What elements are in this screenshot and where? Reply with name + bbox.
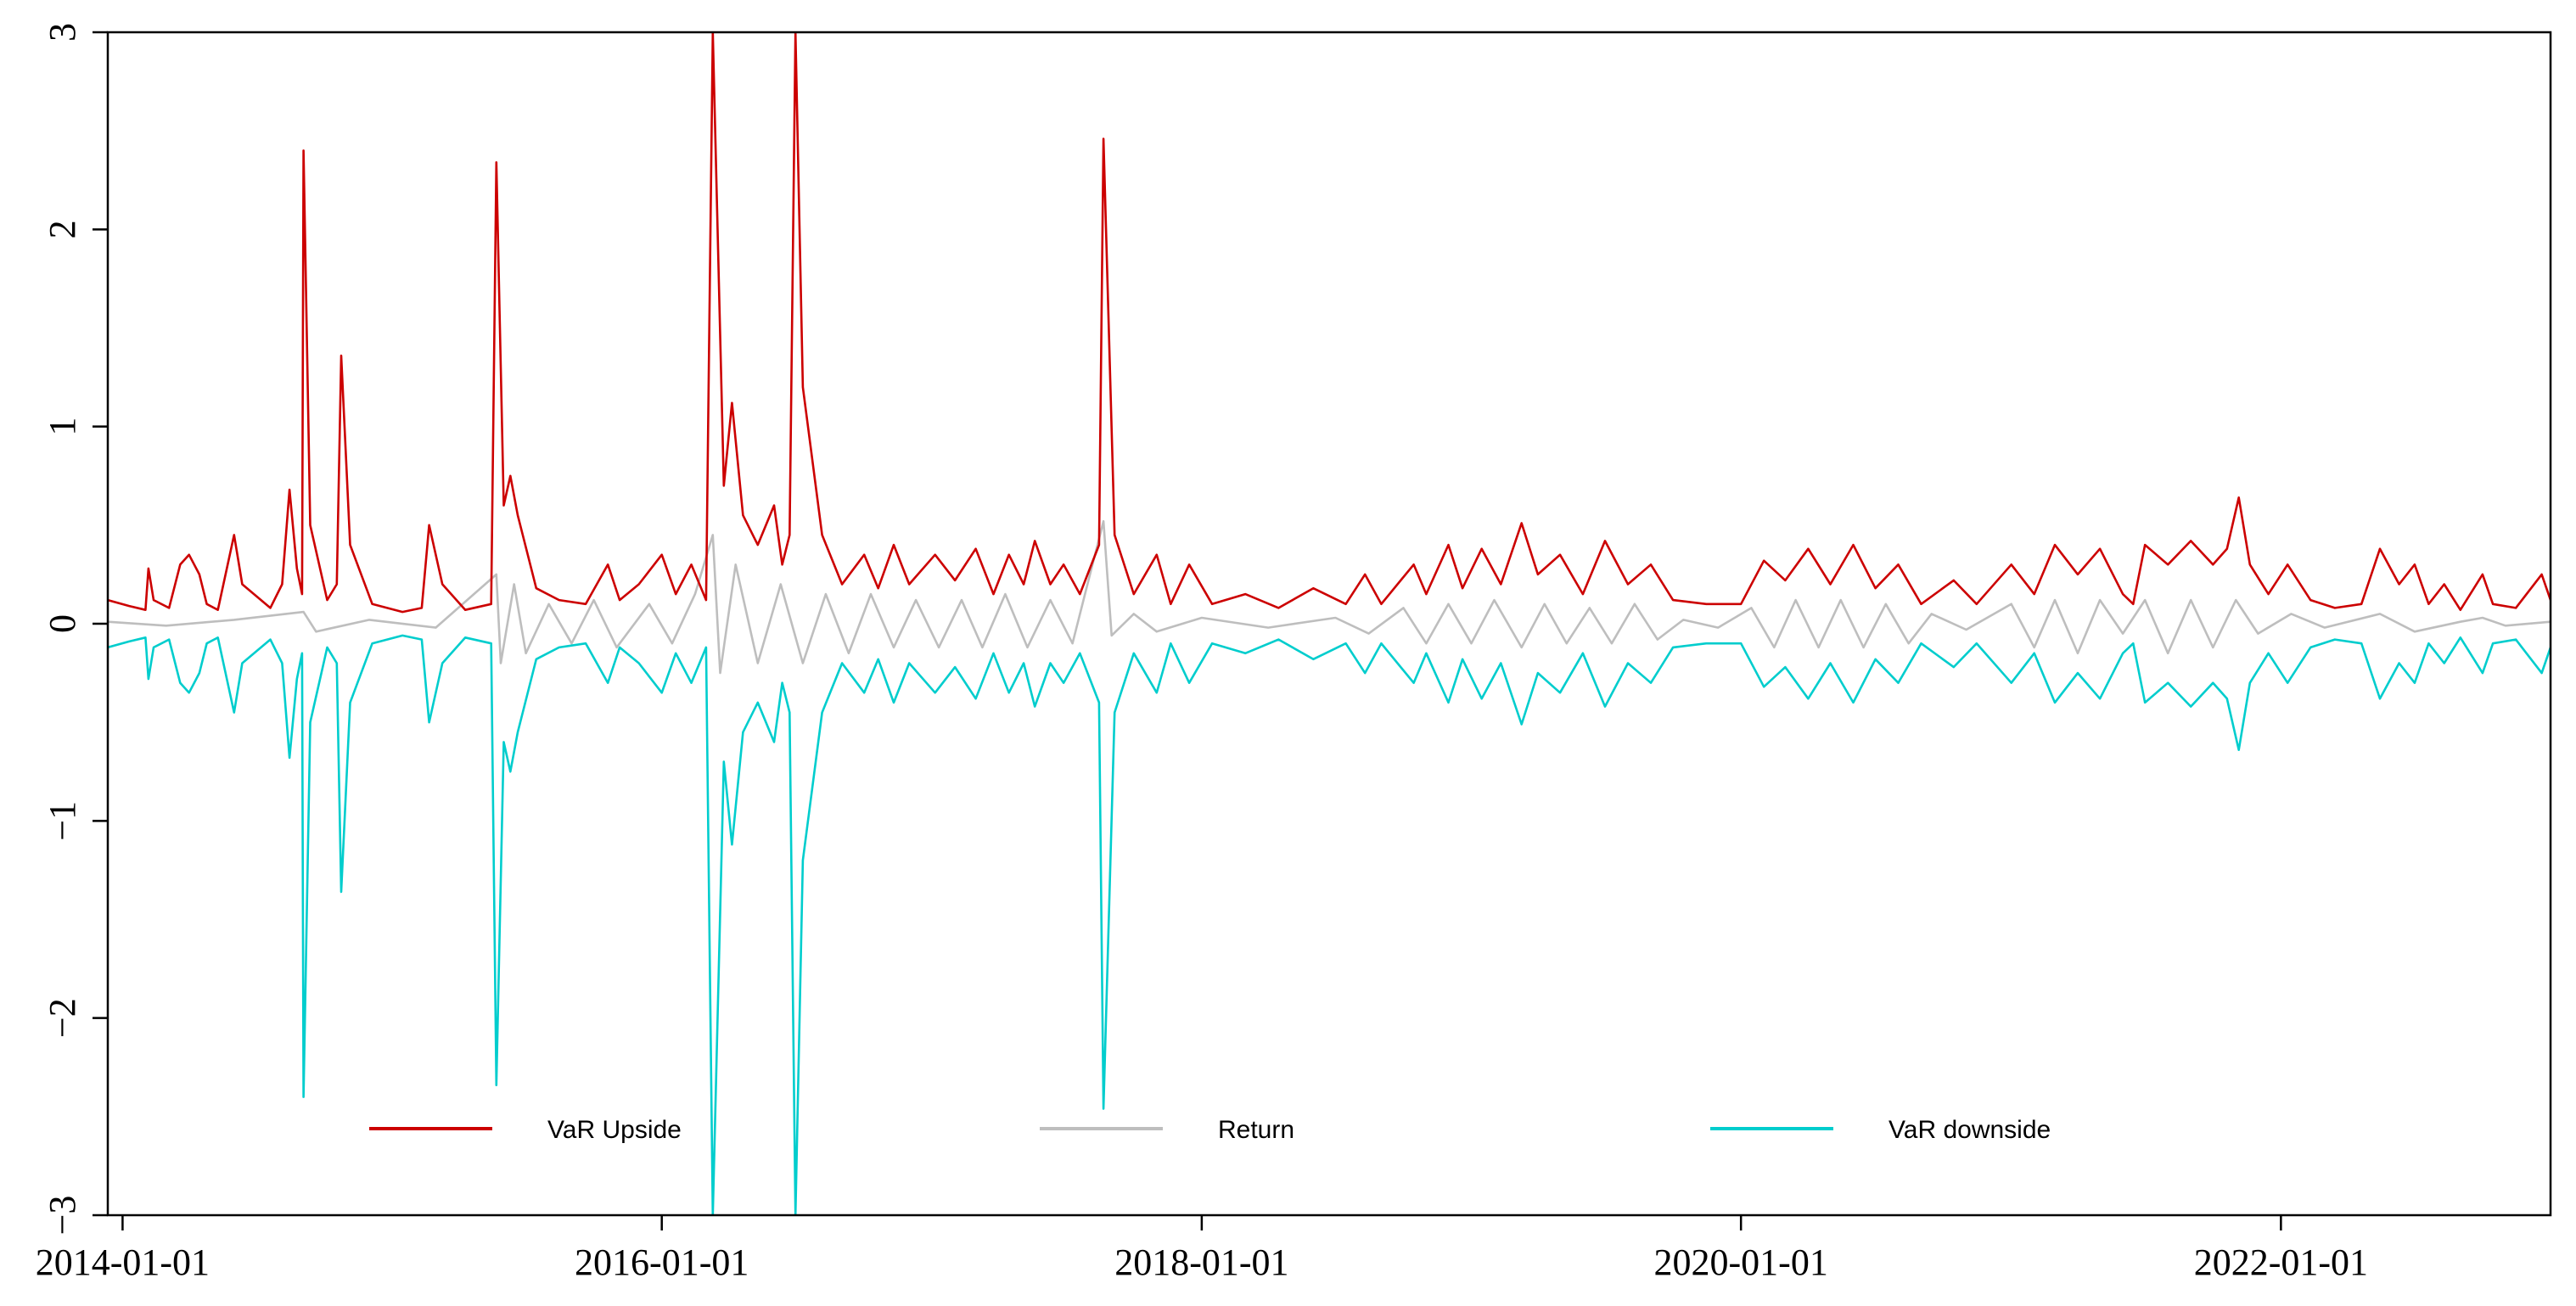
legend-item: VaR downside bbox=[1710, 1116, 2051, 1144]
series-line-downside bbox=[108, 634, 2551, 1215]
legend-label: Return bbox=[1218, 1116, 1294, 1144]
legend-label: VaR Upside bbox=[547, 1116, 682, 1144]
legend: VaR Upside Return VaR downside bbox=[369, 1116, 2051, 1144]
x-tick-label: 2016-01-01 bbox=[575, 1242, 749, 1283]
plot-frame bbox=[106, 31, 2552, 1217]
y-tick-label: −3 bbox=[42, 1196, 83, 1236]
y-tick-label: 1 bbox=[42, 418, 83, 436]
legend-item: Return bbox=[1040, 1116, 1294, 1144]
y-tick-label: 0 bbox=[42, 614, 83, 633]
y-tick-label: 3 bbox=[42, 23, 83, 42]
series-layer bbox=[108, 32, 2551, 1215]
y-axis: −3 −2 −1 0 1 2 3 bbox=[42, 23, 108, 1235]
y-tick-label: −1 bbox=[42, 801, 83, 841]
legend-label: VaR downside bbox=[1889, 1116, 2051, 1144]
x-tick-label: 2018-01-01 bbox=[1114, 1242, 1288, 1283]
series-line-return bbox=[108, 519, 2551, 675]
x-axis: 2014-01-01 2016-01-01 2018-01-01 2020-01-01… bbox=[36, 1215, 2368, 1283]
legend-item: VaR Upside bbox=[369, 1116, 682, 1144]
series-line-upside bbox=[108, 32, 2551, 614]
y-tick-label: 2 bbox=[42, 220, 83, 238]
x-tick-label: 2020-01-01 bbox=[1654, 1242, 1828, 1283]
x-tick-label: 2022-01-01 bbox=[2194, 1242, 2368, 1283]
y-tick-label: −2 bbox=[42, 998, 83, 1038]
x-tick-label: 2014-01-01 bbox=[36, 1242, 210, 1283]
